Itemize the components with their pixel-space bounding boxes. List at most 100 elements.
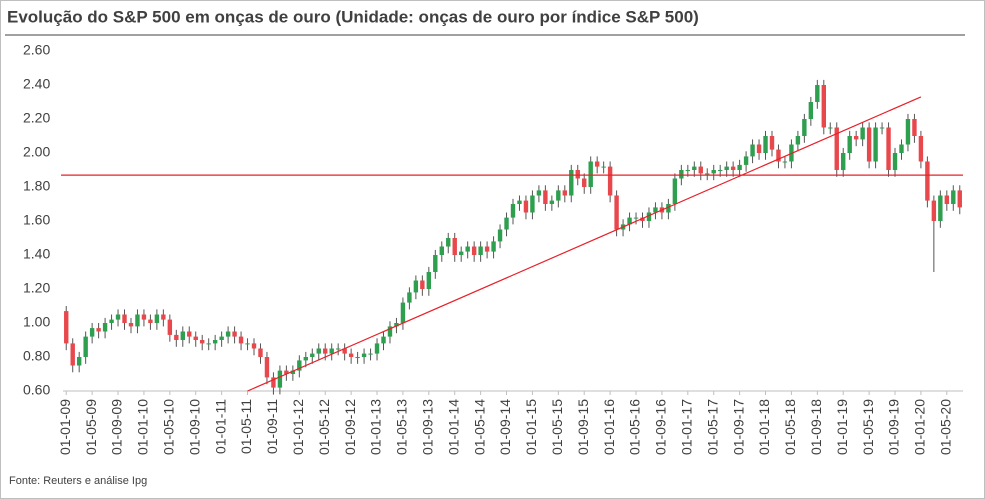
candle-body — [115, 314, 121, 320]
source-note: Fonte: Reuters e análise Ipg — [9, 475, 147, 487]
candle-body — [329, 348, 334, 354]
candle-body — [614, 195, 619, 230]
candle-body — [368, 353, 373, 355]
y-tick-label: 1.20 — [23, 280, 50, 296]
candle-body — [459, 251, 464, 255]
y-tick-label: 2.20 — [23, 110, 50, 126]
candle-body — [277, 370, 283, 388]
candle-body — [730, 166, 736, 170]
candle-body — [452, 238, 457, 255]
candle-body — [879, 127, 885, 129]
candle-body — [510, 204, 516, 218]
candle-body — [355, 357, 360, 358]
candle-body — [938, 195, 943, 221]
x-tick-label: 01-09-16 — [653, 399, 669, 455]
x-tick-label: 01-05-13 — [394, 399, 410, 455]
x-tick-label: 01-05-19 — [860, 399, 876, 455]
x-tick-label: 01-05-09 — [83, 399, 99, 455]
candle-body — [232, 331, 237, 337]
candle-body — [426, 272, 432, 289]
chart-title: Evolução do S&P 500 em onças de ouro (Un… — [7, 7, 699, 26]
candle-body — [64, 311, 69, 344]
candle-body — [717, 170, 723, 171]
candle-body — [569, 170, 574, 196]
candle-body — [841, 153, 846, 170]
candle-body — [737, 164, 742, 170]
candle-body — [381, 336, 386, 344]
candle-body — [562, 190, 567, 196]
candle-body — [815, 85, 820, 102]
candle-body — [374, 343, 380, 354]
x-tick-label: 01-05-16 — [627, 399, 643, 455]
candle-body — [148, 319, 153, 323]
candle-body — [316, 348, 321, 354]
candle-body — [530, 195, 535, 213]
candle-body — [944, 195, 950, 204]
x-tick-label: 01-05-20 — [938, 399, 954, 455]
y-tick-label: 2.00 — [23, 144, 50, 160]
x-tick-label: 01-09-17 — [730, 399, 746, 455]
candle-body — [122, 314, 127, 323]
candle-body — [679, 170, 684, 179]
candle-body — [769, 136, 775, 150]
candle-body — [802, 119, 807, 136]
x-tick-label: 01-09-15 — [575, 399, 591, 455]
candle-body — [297, 360, 302, 371]
candle-body — [556, 190, 561, 201]
candle-body — [795, 136, 801, 145]
candle-body — [446, 238, 451, 247]
candle-body — [361, 353, 367, 357]
candle-body — [187, 331, 192, 337]
candle-body — [646, 212, 652, 221]
candle-body — [141, 314, 147, 320]
candle-body — [743, 156, 749, 165]
candle-body — [957, 190, 962, 208]
candle-body — [439, 246, 444, 255]
x-tick-label: 01-05-15 — [549, 399, 565, 455]
y-tick-label: 2.60 — [23, 42, 50, 58]
x-tick-label: 01-09-19 — [886, 399, 902, 455]
candle-body — [640, 217, 645, 221]
candle-body — [225, 331, 231, 337]
candle-body — [705, 173, 710, 175]
candle-body — [471, 246, 477, 255]
y-tick-label: 1.80 — [23, 178, 50, 194]
candle-body — [180, 331, 185, 340]
x-tick-label: 01-01-15 — [523, 399, 539, 455]
x-tick-label: 01-01-16 — [601, 399, 617, 455]
candle-body — [193, 336, 198, 340]
x-tick-label: 01-05-17 — [704, 399, 720, 455]
candle-body — [387, 326, 393, 337]
candle-body — [601, 166, 606, 168]
candle-body — [310, 353, 315, 357]
candle-body — [212, 340, 218, 344]
x-tick-label: 01-09-12 — [342, 399, 358, 455]
candle-body — [925, 161, 930, 201]
candle-body — [607, 166, 613, 196]
candle-body — [491, 241, 496, 252]
candle-body — [400, 302, 406, 323]
candle-body — [698, 166, 703, 174]
x-tick-label: 01-01-20 — [912, 399, 928, 455]
candle-body — [523, 200, 529, 213]
candle-body — [497, 229, 503, 242]
candle-body — [582, 178, 587, 187]
candle-body — [271, 377, 276, 388]
candle-body — [834, 127, 839, 170]
candle-body — [724, 166, 729, 170]
x-tick-label: 01-01-19 — [834, 399, 850, 455]
candle-body — [776, 149, 781, 162]
candle-body — [808, 102, 814, 119]
candle-body — [951, 190, 956, 204]
candle-body — [96, 328, 101, 332]
y-tick-label: 2.40 — [23, 76, 50, 92]
x-tick-label: 01-01-18 — [756, 399, 772, 455]
candle-body — [109, 319, 114, 323]
candle-body — [206, 343, 211, 345]
candle-body — [692, 166, 697, 170]
candle-body — [821, 85, 826, 128]
candle-body — [407, 292, 412, 303]
candle-body — [484, 246, 490, 252]
